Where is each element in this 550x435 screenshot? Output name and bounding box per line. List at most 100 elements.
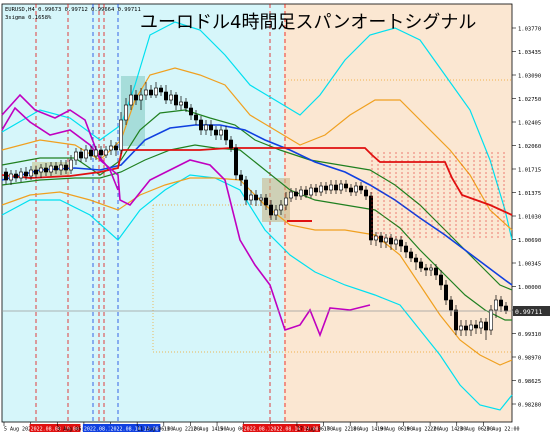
- candle-body: [224, 129, 229, 141]
- candle-body: [423, 267, 428, 271]
- price-label: 1.03435: [518, 50, 541, 56]
- time-label: 12 Aug 14:00: [190, 427, 226, 433]
- candle-body: [114, 145, 119, 151]
- bollinger-bands: [1, 21, 513, 411]
- time-label: 22 Aug 14:00: [430, 427, 466, 433]
- price-label: 1.02750: [518, 97, 541, 103]
- candle-body: [343, 183, 348, 189]
- candle-body: [18, 171, 23, 179]
- candle-body: [263, 197, 268, 206]
- band-line: [1, 21, 513, 241]
- candlesticks: [4, 82, 508, 340]
- candle-body: [398, 239, 403, 247]
- candle-body: [89, 149, 94, 157]
- candle-body: [9, 173, 14, 181]
- current-price-label: 0.99711: [515, 308, 542, 316]
- price-label: 1.02405: [518, 121, 541, 127]
- candle-body: [453, 309, 458, 331]
- candle-body: [473, 324, 478, 329]
- time-label: 23 Aug 06:00: [457, 427, 493, 433]
- candle-body: [209, 124, 214, 131]
- price-label: 1.03770: [518, 27, 541, 33]
- candle-body: [144, 89, 149, 96]
- candle-body: [278, 204, 283, 211]
- time-label-highlight: [269, 424, 321, 432]
- candle-body: [338, 183, 343, 191]
- band-line: [1, 144, 512, 321]
- candle-body: [333, 184, 338, 191]
- candle-body: [308, 187, 313, 196]
- candle-body: [244, 179, 249, 201]
- candle-body: [234, 147, 239, 176]
- candle-body: [293, 191, 298, 197]
- band-line: [1, 147, 513, 216]
- time-label: 2022.08.16 03:00: [244, 427, 292, 433]
- price-label: 1.01375: [518, 191, 541, 197]
- candle-body: [219, 129, 224, 136]
- candle-body: [189, 107, 194, 116]
- candle-body: [139, 94, 144, 101]
- candle-body: [403, 245, 408, 253]
- candle-body: [134, 94, 139, 101]
- candle-body: [463, 325, 468, 331]
- candle-body: [323, 185, 328, 191]
- time-label-highlight: [109, 424, 161, 432]
- candle-body: [433, 267, 438, 276]
- candle-body: [488, 309, 493, 331]
- indicator-info: 3sigma 0.1658%: [5, 15, 52, 21]
- candle-body: [363, 189, 368, 197]
- band-line: [1, 174, 513, 411]
- price-label: 0.98625: [518, 379, 541, 385]
- candle-body: [79, 151, 84, 159]
- time-label: 19 Aug 22:00: [403, 427, 439, 433]
- time-label: 23 Aug 22:00: [483, 427, 519, 433]
- candle-body: [43, 167, 48, 173]
- candle-body: [169, 94, 174, 101]
- grid-lines: [152, 79, 512, 353]
- candle-body: [239, 174, 244, 181]
- candle-body: [483, 321, 488, 331]
- candle-body: [229, 139, 234, 149]
- candle-body: [14, 173, 19, 179]
- candle-body: [283, 197, 288, 206]
- candle-body: [33, 169, 38, 175]
- candle-body: [4, 171, 9, 181]
- candle-body: [288, 191, 293, 199]
- candle-body: [159, 87, 164, 93]
- time-label: 2022.08.16 19:00: [270, 427, 318, 433]
- price-label: 1.00000: [518, 285, 541, 291]
- candle-body: [298, 189, 303, 197]
- candle-body: [149, 89, 154, 96]
- candle-body: [418, 261, 423, 269]
- candle-body: [268, 204, 273, 216]
- candle-body: [69, 159, 74, 171]
- zone-right-background: [284, 4, 512, 422]
- candle-body: [58, 164, 63, 171]
- candle-body: [408, 251, 413, 259]
- candle-body: [84, 149, 89, 159]
- candle-body: [174, 94, 179, 106]
- candle-body: [503, 305, 508, 312]
- symbol-info: EURUSD,H4 0.99673 0.99712 0.99664 0.9971…: [5, 7, 141, 13]
- candle-body: [204, 124, 209, 131]
- price-label: 1.01715: [518, 168, 541, 174]
- time-label: 9 Aug 06:00: [57, 427, 90, 433]
- candle-body: [443, 284, 448, 301]
- candle-body: [413, 257, 418, 263]
- candle-body: [38, 167, 43, 173]
- candle-body: [53, 165, 58, 171]
- time-label: 17 Aug 06:00: [297, 427, 333, 433]
- time-label-highlight: [29, 424, 81, 432]
- candle-body: [378, 235, 383, 243]
- time-label: 2022.08.08 19:00: [31, 427, 79, 433]
- price-label: 1.02060: [518, 144, 541, 150]
- candle-body: [468, 324, 473, 331]
- candle-body: [154, 87, 159, 96]
- candle-body: [184, 101, 189, 109]
- candle-body: [458, 325, 463, 331]
- candle-body: [428, 267, 433, 271]
- time-label-highlight: [242, 424, 294, 432]
- candle-body: [448, 299, 453, 311]
